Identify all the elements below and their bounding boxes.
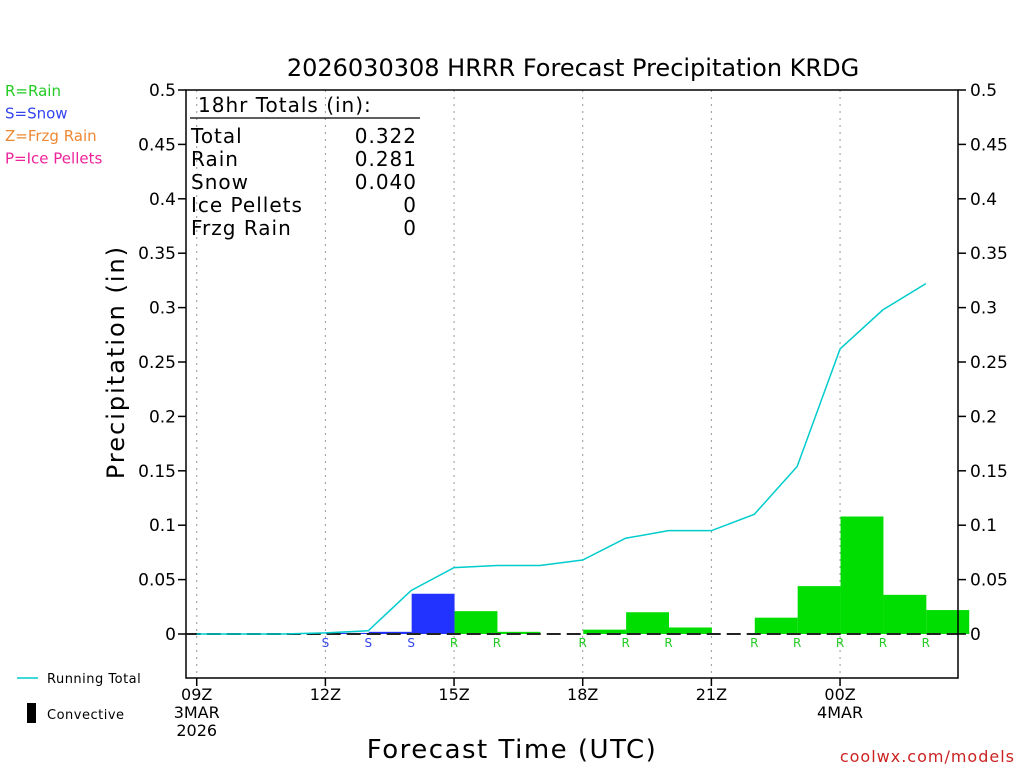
- x-tick-label: 15Z: [438, 685, 469, 704]
- totals-row-label: Total: [190, 124, 243, 148]
- type-label-12: S: [322, 636, 330, 650]
- y-tick-label: 0: [165, 625, 176, 645]
- y-tick-label-right: 0.4: [970, 190, 997, 210]
- bar-14: [411, 593, 455, 634]
- y-tick-label-right: 0: [970, 625, 981, 645]
- y-tick-label-right: 0.25: [970, 353, 1008, 373]
- chart-title: 2026030308 HRRR Forecast Precipitation K…: [287, 54, 859, 82]
- x-tick-label: 4MAR: [817, 703, 863, 722]
- totals-heading: 18hr Totals (in):: [198, 93, 372, 117]
- y-axis-title: Precipitation (in): [102, 245, 130, 479]
- totals-row-value: 0.322: [355, 124, 417, 148]
- type-label-16: R: [493, 636, 501, 650]
- y-tick-label: 0.4: [149, 190, 176, 210]
- running-total-series: [196, 283, 927, 635]
- legend-line-item: Convective: [47, 708, 125, 723]
- x-tick-label: 00Z: [824, 685, 855, 704]
- totals-box: 18hr Totals (in): Total 0.322 Rain 0.281 Snow…: [190, 93, 420, 240]
- running-total-line: [196, 283, 927, 635]
- type-label-22: R: [750, 636, 758, 650]
- type-label-13: S: [364, 636, 372, 650]
- x-tick-label: 09Z: [181, 685, 212, 704]
- totals-row-label: Snow: [191, 170, 249, 194]
- y-tick-label-right: 0.5: [970, 81, 997, 101]
- series-legend: Running Total Convective: [17, 672, 141, 723]
- x-tick-label: 3MAR: [174, 703, 220, 722]
- totals-row-value: 0: [403, 193, 417, 217]
- bar-26: [926, 610, 970, 634]
- type-label-14: S: [407, 636, 415, 650]
- y-tick-label-right: 0.15: [970, 462, 1008, 482]
- totals-row-label: Frzg Rain: [191, 216, 292, 240]
- x-tick-label: 2026: [176, 721, 217, 740]
- type-label-15: R: [450, 636, 458, 650]
- bar-15: [454, 611, 498, 634]
- credit-text: coolwx.com/models: [840, 747, 1015, 766]
- legend-line-item: Running Total: [47, 672, 141, 687]
- x-tick-label: 21Z: [696, 685, 727, 704]
- y-tick-label: 0.5: [149, 81, 176, 101]
- y-tick-label: 0.45: [138, 135, 176, 155]
- y-tick-label-right: 0.1: [970, 516, 997, 536]
- y-tick-label: 0.3: [149, 299, 176, 319]
- x-tick-label: 18Z: [567, 685, 598, 704]
- legend-box-swatch: [27, 703, 36, 723]
- type-label-25: R: [879, 636, 887, 650]
- type-label-18: R: [579, 636, 587, 650]
- bar-25: [883, 594, 927, 634]
- totals-row-label: Rain: [191, 147, 239, 171]
- type-label-23: R: [793, 636, 801, 650]
- y-tick-label-right: 0.35: [970, 244, 1008, 264]
- legend-type-item: S=Snow: [5, 105, 68, 123]
- legend-type-item: Z=Frzg Rain: [5, 127, 97, 145]
- y-tick-label-right: 0.05: [970, 571, 1008, 591]
- totals-row-value: 0: [403, 216, 417, 240]
- plot-frame: [185, 89, 959, 679]
- y-axis-left: 0 0.05 0.1 0.15 0.2 0.25 0.3 0.35 0.4 0.45 0.5: [138, 81, 186, 645]
- y-tick-label-right: 0.2: [970, 407, 997, 427]
- type-label-20: R: [664, 636, 672, 650]
- bar-23: [797, 586, 841, 634]
- vertical-gridlines: [196, 90, 841, 678]
- y-tick-label: 0.1: [149, 516, 176, 536]
- type-label-26: R: [922, 636, 930, 650]
- type-label-19: R: [621, 636, 629, 650]
- y-tick-label: 0.25: [138, 353, 176, 373]
- bar-18: [583, 629, 627, 634]
- bar-20: [669, 627, 712, 634]
- type-label-24: R: [836, 636, 844, 650]
- x-axis-title: Forecast Time (UTC): [367, 735, 658, 765]
- bar-24: [840, 516, 884, 634]
- bar-22: [754, 617, 798, 634]
- bar-19: [626, 612, 669, 634]
- y-tick-label-right: 0.3: [970, 299, 997, 319]
- y-tick-label: 0.2: [149, 407, 176, 427]
- y-axis-right: 0 0.05 0.1 0.15 0.2 0.25 0.3 0.35 0.4 0.45 0.5: [958, 81, 1008, 645]
- y-tick-label: 0.15: [138, 462, 176, 482]
- y-tick-label: 0.35: [138, 244, 176, 264]
- bar-13: [368, 631, 412, 634]
- totals-row-value: 0.281: [355, 147, 417, 171]
- precip-type-legend: R=Rain S=Snow Z=Frzg Rain P=Ice Pellets: [5, 82, 102, 168]
- x-tick-label: 12Z: [310, 685, 341, 704]
- legend-type-item: R=Rain: [5, 82, 61, 100]
- totals-row-label: Ice Pellets: [191, 193, 303, 217]
- totals-row-value: 0.040: [355, 170, 417, 194]
- bar-series: [325, 516, 970, 634]
- y-tick-label: 0.05: [138, 571, 176, 591]
- y-tick-label-right: 0.45: [970, 135, 1008, 155]
- bar-16: [497, 631, 541, 634]
- legend-type-item: P=Ice Pellets: [5, 150, 102, 168]
